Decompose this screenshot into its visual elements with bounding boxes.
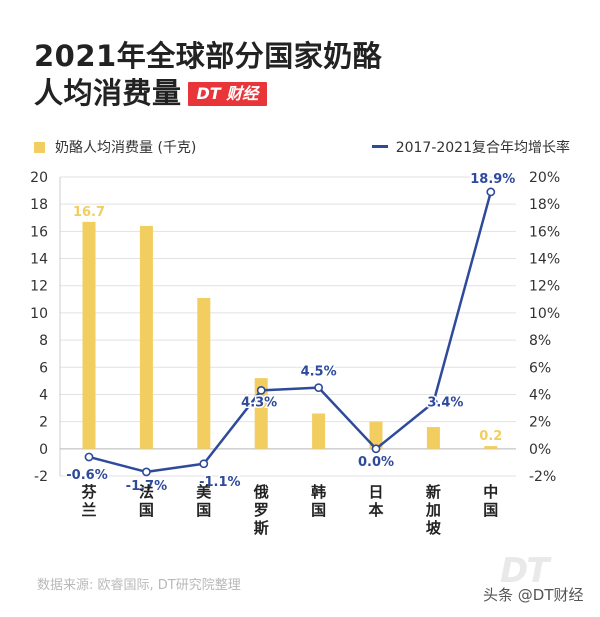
category-label: 国 [483,501,498,519]
bar [426,427,440,449]
y-right-tick-label: 16% [529,224,560,240]
growth-point [428,398,438,408]
y-right-tick-label: 8% [529,333,551,349]
growth-point [486,187,496,197]
line-value-label: 4.3% [241,395,277,410]
category-label: 本 [368,501,383,519]
growth-point [199,459,209,469]
category-label: 韩 [311,483,326,501]
y-right-tick-label: 2% [529,415,551,431]
y-left-tick-label: 0 [39,442,48,458]
growth-line [88,191,493,474]
bar-value-label: 16.7 [73,205,105,220]
y-left-tick-label: 2 [39,415,48,431]
category-label: 芬 [81,483,97,501]
category-label: 罗 [254,501,269,519]
y-left-tick-label: 6 [39,360,48,376]
watermark-logo: DT [500,551,549,591]
category-label: 国 [196,501,211,519]
category-label: 俄 [253,483,269,501]
category-label: 中 [483,483,498,501]
y-right-tick-label: 6% [529,360,551,376]
y-right-tick-label: 4% [529,387,551,403]
growth-point [141,467,151,477]
y-left-tick-label: 10 [30,306,48,322]
category-label: 国 [139,501,154,519]
y-left-tick-label: 14 [30,252,48,268]
category-label: 加 [425,501,441,519]
legend-bar: 奶酪人均消费量 (千克) [34,137,196,157]
legend-bar-label: 奶酪人均消费量 (千克) [55,140,197,156]
y-right-tick-label: 12% [529,279,560,295]
legend-line: 2017-2021复合年均增长率 [371,137,570,157]
y-left-tick-label: -2 [34,469,48,485]
growth-point [256,385,266,395]
line-value-label: 4.5% [301,365,337,380]
y-left-tick-label: 12 [30,279,48,295]
chart-title: 2021年全球部分国家奶酪 人均消费量 DT 财经 [34,38,382,112]
category-label: 斯 [254,519,269,537]
title-line-2: 人均消费量 DT 财经 [34,75,382,112]
line-value-label: 0.0% [358,455,394,470]
y-left-tick-label: 16 [30,224,48,240]
bar [139,225,153,449]
bar [312,413,326,449]
category-label: 美 [196,483,212,501]
line-value-label: 18.9% [470,172,515,187]
bar [197,297,211,449]
bar [484,446,498,449]
y-right-tick-label: 14% [529,252,560,268]
growth-point [84,452,94,462]
title-line-1: 2021年全球部分国家奶酪 [34,39,383,73]
line-value-label: 3.4% [427,396,463,411]
legend-line-label: 2017-2021复合年均增长率 [395,140,570,156]
y-left-tick-label: 18 [30,197,48,213]
category-label: 日 [368,483,383,501]
data-source: 数据来源: 欧睿国际, DT研究院整理 [37,578,241,593]
category-label: 法 [139,483,154,501]
legend-line-swatch [371,145,388,148]
y-right-tick-label: 10% [529,306,560,322]
category-label: 新 [426,483,441,501]
title-line-2-text: 人均消费量 [34,76,182,110]
category-label: 国 [311,501,326,519]
y-right-tick-label: 20% [529,170,560,186]
y-right-tick-label: 18% [529,197,560,213]
watermark-handle: 头条 @DT财经 [483,586,584,604]
y-left-tick-label: 4 [39,387,48,403]
bar-value-label: 0.2 [479,429,502,444]
line-value-label: -1.7% [126,479,167,494]
y-left-tick-label: 20 [30,170,48,186]
growth-point [371,444,381,454]
category-label: 兰 [81,501,96,519]
bar [369,421,383,449]
category-label: 坡 [426,519,441,537]
bar [82,221,96,449]
line-value-label: -0.6% [66,468,107,483]
y-right-tick-label: 0% [529,442,551,458]
growth-point [314,383,323,393]
y-left-tick-label: 8 [39,333,48,349]
legend-bar-swatch [34,142,45,153]
y-right-tick-label: -2% [529,469,556,485]
brand-logo: DT 财经 [187,82,268,106]
line-value-label: -1.1% [199,475,240,490]
